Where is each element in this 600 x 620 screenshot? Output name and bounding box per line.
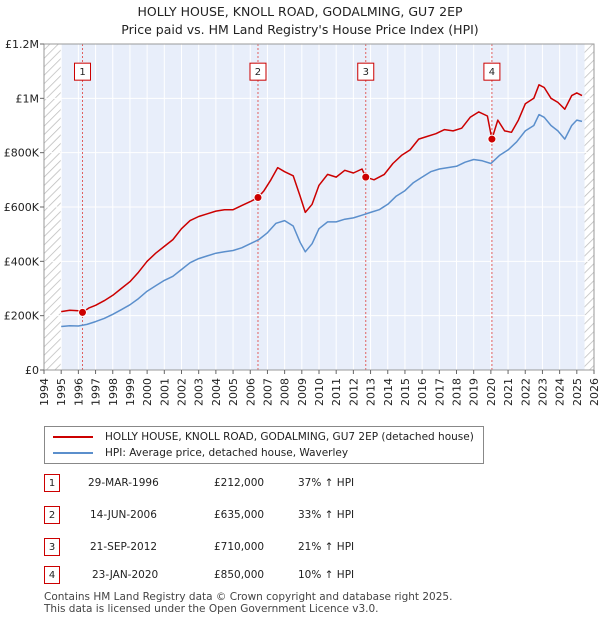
sale-number-label: 2 <box>255 67 261 78</box>
sale-number-label: 4 <box>489 67 495 78</box>
sale-number-box <box>357 62 375 81</box>
transaction-hpi: 10% ↑ HPI <box>298 569 355 581</box>
x-tick-label: 2001 <box>158 378 171 406</box>
sale-number-box <box>74 62 91 81</box>
legend-swatch-property <box>53 436 93 438</box>
x-tick-label: 1996 <box>72 378 85 406</box>
legend-label-property: HOLLY HOUSE, KNOLL ROAD, GODALMING, GU7 … <box>105 431 474 443</box>
x-tick-label: 1999 <box>124 378 137 406</box>
x-tick-label: 2004 <box>210 378 223 406</box>
sale-number-box <box>483 62 501 81</box>
x-tick-label: 2025 <box>571 378 584 406</box>
x-tick-label: 2012 <box>347 378 360 406</box>
transaction-badge: 1 <box>44 474 60 492</box>
transaction-badge: 3 <box>44 538 60 556</box>
x-tick-label: 2017 <box>433 378 446 406</box>
y-tick-label: £400K <box>4 255 40 268</box>
x-tick-label: 2013 <box>365 378 378 406</box>
x-tick-label: 2000 <box>141 378 154 406</box>
x-tick-label: 1998 <box>107 378 120 406</box>
transaction-hpi: 33% ↑ HPI <box>298 509 355 521</box>
hpi-series-line <box>61 113 583 328</box>
transaction-date: 21-SEP-2012 <box>90 541 158 553</box>
chart-subtitle: Price paid vs. HM Land Registry's House … <box>121 22 479 37</box>
sale-point <box>361 172 371 182</box>
x-tick-label: 2023 <box>536 378 549 406</box>
y-tick-label: £1.2M <box>5 38 39 51</box>
legend-swatch-hpi <box>53 452 93 454</box>
legend-label-hpi: HPI: Average price, detached house, Wave… <box>105 447 349 459</box>
x-tick-label: 2021 <box>502 378 515 406</box>
legend-item-property: HOLLY HOUSE, KNOLL ROAD, GODALMING, GU7 … <box>53 429 474 445</box>
transaction-price: £710,000 <box>214 541 265 553</box>
x-tick-label: 2022 <box>519 378 532 406</box>
x-tick-label: 2010 <box>313 378 326 406</box>
sale-number-label: 3 <box>363 67 369 78</box>
transaction-date: 29-MAR-1996 <box>88 477 159 489</box>
x-tick-label: 2002 <box>176 378 189 406</box>
footer-copyright: Contains HM Land Registry data © Crown c… <box>44 591 453 603</box>
x-tick-label: 2011 <box>330 378 343 406</box>
x-tick-label: 1994 <box>38 378 51 406</box>
transaction-price: £635,000 <box>214 509 265 521</box>
x-tick-label: 2008 <box>279 378 292 406</box>
x-tick-label: 2007 <box>261 378 274 406</box>
transaction-price: £212,000 <box>214 477 265 489</box>
y-tick-label: £200K <box>4 310 40 323</box>
x-tick-label: 2005 <box>227 378 240 406</box>
x-tick-label: 2024 <box>554 378 567 406</box>
price-chart: 1 2 3 4 £0 £200K £400K £600K £800K £1M £1.2M 1994 1… <box>4 38 600 406</box>
transaction-price: £850,000 <box>214 569 265 581</box>
sale-point <box>78 307 87 317</box>
transaction-date: 14-JUN-2006 <box>90 509 157 521</box>
x-tick-label: 2003 <box>193 378 206 406</box>
x-tick-label: 2006 <box>244 378 257 406</box>
x-tick-label: 2014 <box>382 378 395 406</box>
x-tick-label: 2019 <box>468 378 481 406</box>
sale-point <box>487 134 497 144</box>
sale-point <box>253 192 263 202</box>
legend: HOLLY HOUSE, KNOLL ROAD, GODALMING, GU7 … <box>44 426 484 464</box>
transaction-badge: 4 <box>44 566 60 584</box>
y-tick-label: £0 <box>25 364 39 377</box>
chart-title: HOLLY HOUSE, KNOLL ROAD, GODALMING, GU7 … <box>137 4 463 19</box>
x-tick-label: 1995 <box>55 378 68 406</box>
x-tick-label: 1997 <box>90 378 103 406</box>
sale-number-label: 1 <box>79 67 85 78</box>
x-tick-label: 2016 <box>416 378 429 406</box>
x-tick-label: 2018 <box>451 378 464 406</box>
sale-number-box <box>249 62 267 81</box>
x-tick-label: 2020 <box>485 378 498 406</box>
transaction-hpi: 37% ↑ HPI <box>298 477 355 489</box>
x-tick-label: 2026 <box>588 378 600 406</box>
transaction-date: 23-JAN-2020 <box>92 569 159 581</box>
y-tick-label: £600K <box>4 201 40 214</box>
y-tick-label: £800K <box>4 147 40 160</box>
transaction-hpi: 21% ↑ HPI <box>298 541 355 553</box>
y-tick-label: £1M <box>16 92 40 105</box>
x-tick-label: 2015 <box>399 378 412 406</box>
legend-item-hpi: HPI: Average price, detached house, Wave… <box>53 445 348 461</box>
x-tick-label: 2009 <box>296 378 309 406</box>
footer-licence: This data is licensed under the Open Gov… <box>44 603 379 615</box>
property-series-line <box>61 84 583 314</box>
transaction-badge: 2 <box>44 506 60 524</box>
